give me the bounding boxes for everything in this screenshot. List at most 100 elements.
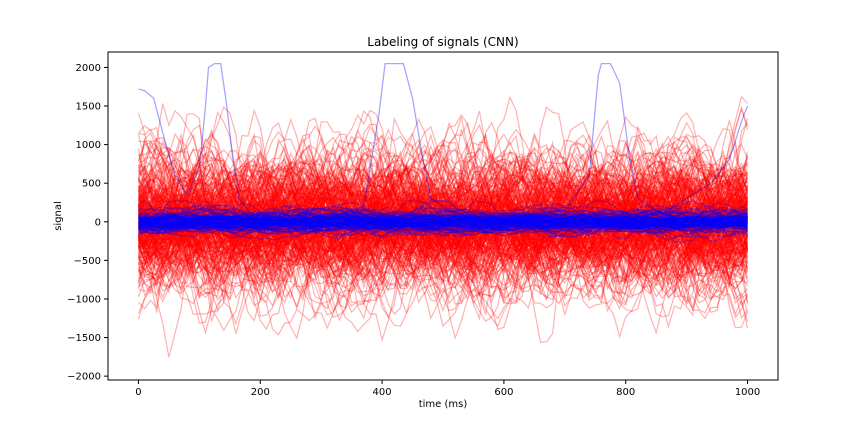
red-trace [138,124,748,215]
red-trace [137,163,748,335]
red-trace [138,192,749,274]
red-trace [138,165,749,242]
blue-trace [138,219,748,234]
red-trace [137,196,749,328]
y-tick-label: 2000 [76,63,101,74]
red-trace [138,165,748,251]
blue-trace [138,212,748,235]
blue-trace [138,215,748,228]
blue-trace [138,205,748,232]
red-trace [138,207,749,272]
red-trace [137,160,749,229]
red-trace [137,105,749,269]
red-trace [137,185,748,310]
blue-trace [138,217,748,235]
red-trace [137,167,749,284]
red-trace [137,204,749,279]
red-trace [137,183,748,274]
red-trace [137,197,748,285]
y-tick-label: −1000 [67,294,101,305]
red-trace [138,160,749,303]
blue-trace [138,216,748,227]
red-trace [138,189,748,250]
red-trace [138,202,749,257]
blue-trace [138,208,748,230]
red-trace [138,183,748,275]
x-tick-label: 1000 [735,387,760,398]
red-trace [137,177,748,268]
red-trace [138,203,748,254]
red-trace [137,168,749,271]
red-trace [138,186,748,251]
red-trace [138,176,749,256]
blue-trace [138,216,748,225]
red-trace [138,198,749,294]
blue-trace [138,200,748,233]
red-trace [137,159,749,251]
red-trace [137,160,749,288]
blue-trace [138,208,748,235]
red-trace [137,156,749,249]
red-trace [138,158,748,256]
blue-trace [138,211,748,238]
blue-trace [138,214,748,232]
red-trace [138,171,749,272]
blue-trace [138,214,748,231]
red-trace [138,203,749,319]
blue-trace [138,210,748,231]
red-trace [138,196,748,266]
blue-trace [138,218,748,239]
red-trace [138,160,748,294]
y-tick-label: 0 [95,217,101,228]
red-trace [137,181,748,283]
red-trace [138,172,748,280]
red-trace [137,192,748,257]
red-trace [137,168,748,262]
blue-trace [138,213,748,228]
red-trace [137,156,749,256]
blue-trace [138,210,748,231]
red-trace [138,183,748,313]
red-trace [137,185,748,249]
x-tick-label: 200 [251,387,270,398]
blue-trace [138,209,748,238]
blue-trace [138,214,748,226]
blue-trace [138,215,748,231]
blue-trace [138,217,748,240]
y-axis: −2000 −1500 −1000 −500 0 500 1000 1500 2000 [67,63,108,383]
red-trace [138,175,749,253]
red-trace [137,199,748,272]
blue-trace [138,215,748,230]
blue-trace [138,208,748,228]
red-trace [138,141,749,291]
blue-trace [138,200,748,234]
blue-trace [138,209,748,228]
red-trace [138,204,748,273]
red-trace [138,119,749,247]
red-trace [138,165,749,277]
x-axis-label: time (ms) [419,399,468,410]
red-trace [137,187,748,300]
blue-trace [138,210,748,227]
red-trace [137,133,748,309]
red-trace [137,185,748,289]
red-trace [137,157,749,254]
blue-trace [138,220,748,236]
red-trace [138,181,748,303]
red-trace [138,173,748,242]
blue-trace [138,211,748,229]
red-trace [137,173,749,300]
red-trace [137,181,748,259]
red-trace [138,175,748,228]
red-trace [138,174,749,331]
blue-trace [138,206,748,230]
blue-trace [138,209,748,229]
red-trace [138,135,749,272]
blue-trace [138,211,748,228]
red-trace [138,162,749,270]
blue-trace [138,217,748,230]
red-trace [137,110,748,239]
red-trace [137,159,748,320]
blue-trace [138,210,748,232]
